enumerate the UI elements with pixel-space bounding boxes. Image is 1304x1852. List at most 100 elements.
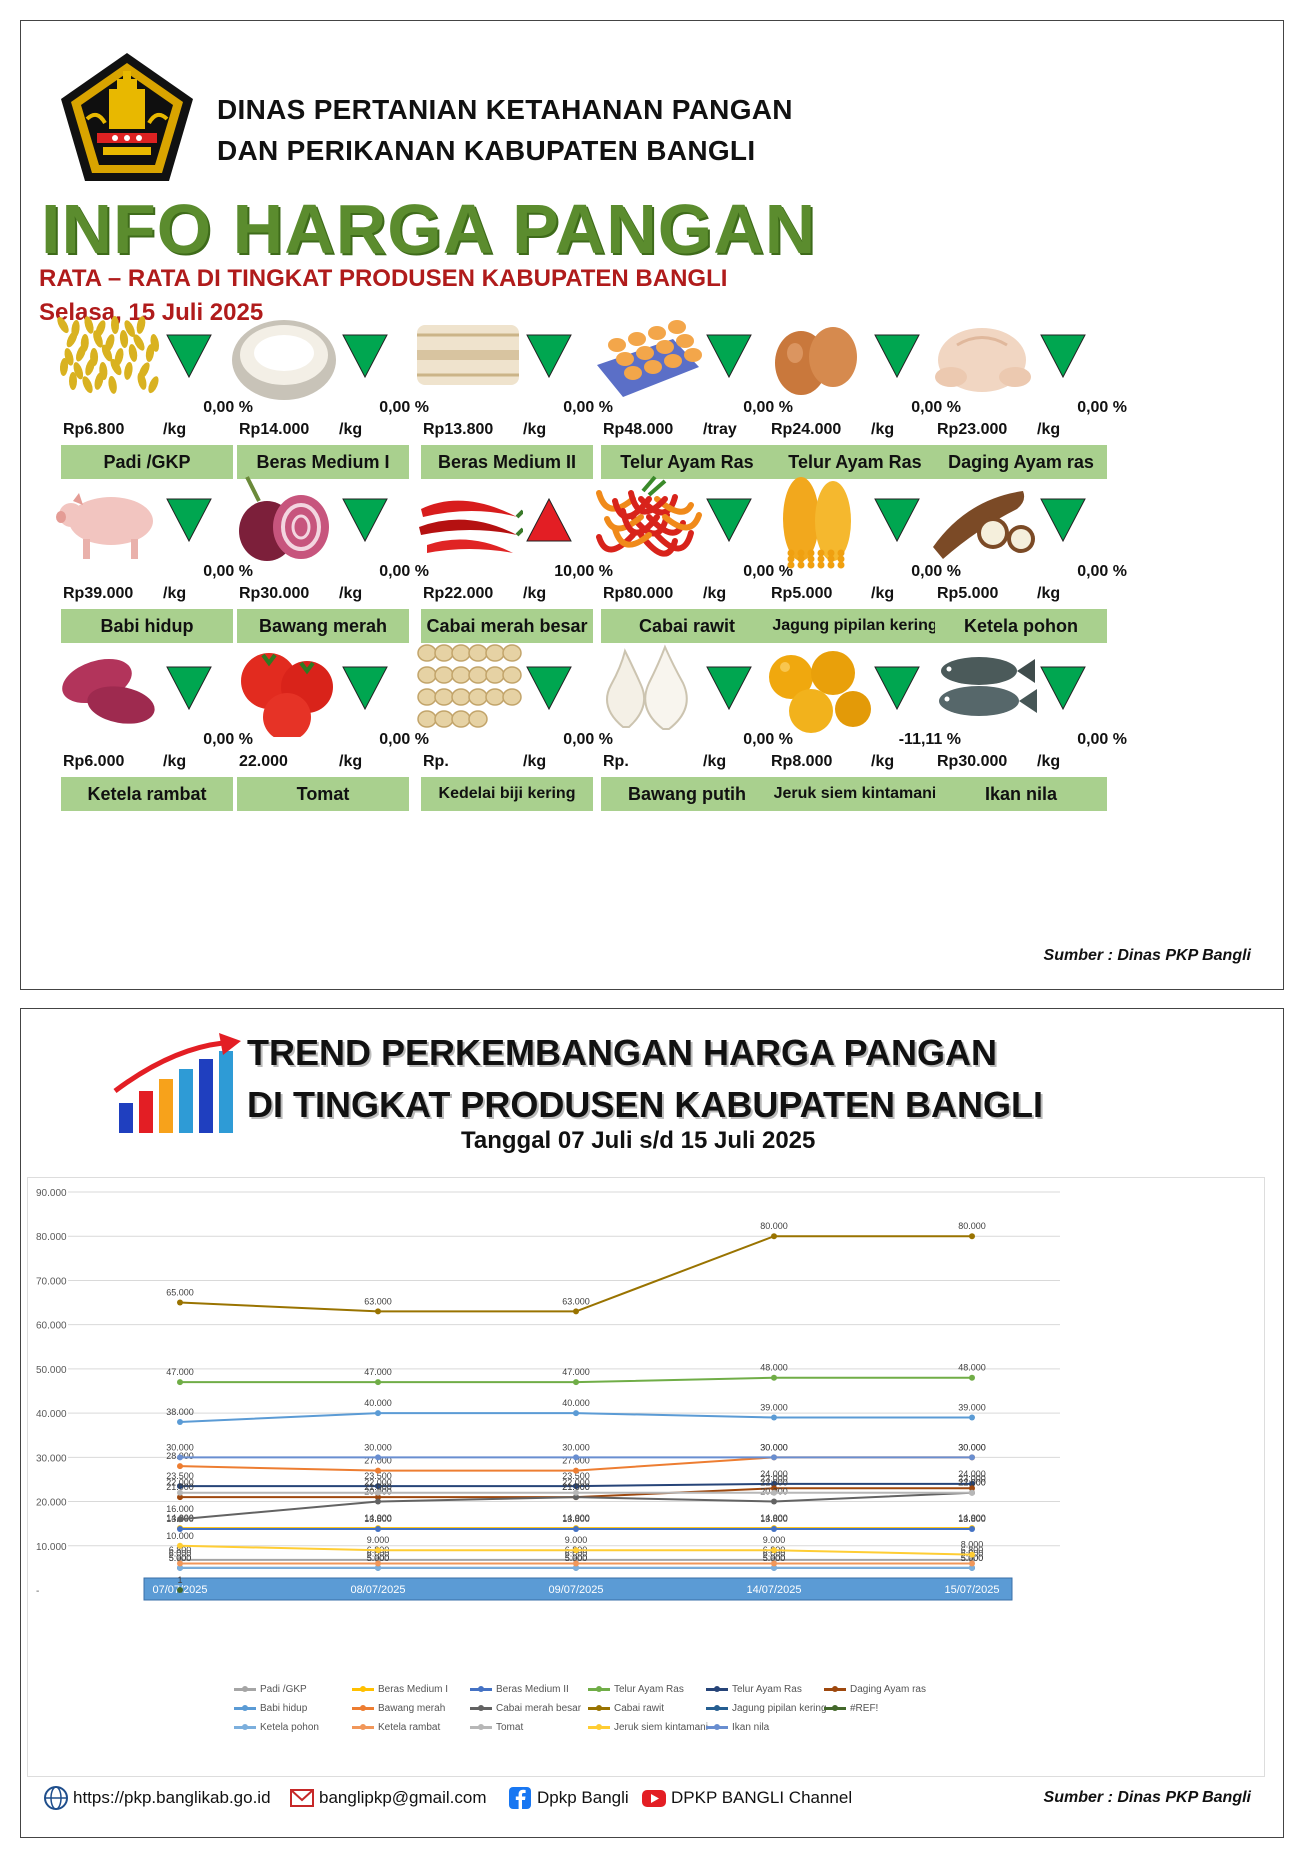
- sweet-potato-icon: [62, 658, 155, 724]
- price-unit: /kg: [523, 753, 547, 770]
- legend-item: Beras Medium I: [352, 1684, 448, 1695]
- commodity-name: Cabai merah besar: [421, 609, 593, 643]
- data-point: [771, 1233, 777, 1240]
- data-point: [177, 1483, 183, 1490]
- commodity-card: 0,00 % Rp30.000/kg Ikan nila: [927, 637, 1127, 827]
- data-point: [375, 1498, 381, 1505]
- legend-item: Jagung pipilan kering: [706, 1703, 827, 1714]
- footer-email[interactable]: banglipkp@gmail.com: [289, 1785, 487, 1811]
- data-label: 5.000: [169, 1553, 192, 1563]
- legend-item: Tomat: [470, 1722, 523, 1733]
- price-value: Rp48.000: [603, 421, 674, 438]
- price-change-percent: 0,00 %: [1077, 399, 1127, 416]
- legend-item: Bawang merah: [352, 1703, 445, 1714]
- price-value: Rp80.000: [603, 585, 674, 602]
- down-triangle-icon: [874, 334, 920, 379]
- data-point: [375, 1547, 381, 1554]
- legend-item: Ikan nila: [706, 1722, 769, 1733]
- data-point: [375, 1489, 381, 1496]
- data-label: 40.000: [562, 1398, 590, 1408]
- legend-item: Padi /GKP: [234, 1684, 307, 1695]
- down-triangle-icon: [342, 334, 388, 379]
- legend-label: Ketela pohon: [260, 1722, 319, 1733]
- data-label: 5.000: [565, 1553, 588, 1563]
- data-point: [969, 1564, 975, 1571]
- data-label: 6.000: [763, 1548, 786, 1558]
- legend-label: Beras Medium II: [496, 1684, 569, 1695]
- commodity-name: Ketela rambat: [61, 777, 233, 811]
- commodity-name: Tomat: [237, 777, 409, 811]
- price-change-percent: 0,00 %: [911, 399, 961, 416]
- legend-item: Daging Ayam ras: [824, 1684, 926, 1695]
- data-point: [573, 1494, 579, 1501]
- price-unit: /kg: [523, 585, 547, 602]
- data-point: [375, 1494, 381, 1501]
- data-label: 13.800: [562, 1514, 590, 1524]
- data-label: 30.000: [760, 1442, 788, 1452]
- commodity-card: 0,00 % Rp23.000/kg Daging Ayam ras: [927, 305, 1127, 495]
- down-triangle-icon: [1040, 334, 1086, 379]
- data-point: [177, 1542, 183, 1549]
- data-label: 27.000: [562, 1456, 590, 1466]
- rice-grain-icon: [57, 316, 160, 394]
- org-line-1: DINAS PERTANIAN KETAHANAN PANGAN: [217, 94, 793, 125]
- data-label: 30.000: [562, 1442, 590, 1452]
- data-point: [573, 1379, 579, 1386]
- down-triangle-icon: [342, 498, 388, 543]
- data-label: 6.800: [961, 1545, 984, 1555]
- website-link[interactable]: https://pkp.banglikab.go.id: [73, 1788, 271, 1807]
- price-value: Rp14.000: [239, 421, 310, 438]
- legend-label: Daging Ayam ras: [850, 1684, 926, 1695]
- up-triangle-icon: [526, 497, 572, 542]
- data-label: 13.800: [760, 1514, 788, 1524]
- data-point: [573, 1560, 579, 1567]
- youtube-link[interactable]: DPKP BANGLI Channel: [671, 1788, 853, 1807]
- price-unit: /kg: [523, 421, 547, 438]
- legend-swatch: [352, 1724, 374, 1730]
- data-label: 14.000: [562, 1513, 590, 1523]
- data-label: 63.000: [562, 1296, 590, 1306]
- data-label: 1: [177, 1575, 182, 1585]
- data-point: [177, 1463, 183, 1470]
- data-label: 13.800: [364, 1514, 392, 1524]
- legend-swatch: [706, 1705, 728, 1711]
- down-triangle-icon: [342, 666, 388, 711]
- price-unit: /kg: [339, 421, 363, 438]
- footer-website[interactable]: https://pkp.banglikab.go.id: [43, 1785, 271, 1811]
- price-change-percent: 0,00 %: [743, 399, 793, 416]
- data-label: 63.000: [364, 1296, 392, 1306]
- price-change-percent: 0,00 %: [911, 563, 961, 580]
- data-label: 30.000: [958, 1442, 986, 1452]
- email-link[interactable]: banglipkp@gmail.com: [319, 1788, 487, 1807]
- corn-icon: [783, 477, 851, 569]
- price-unit: /kg: [1037, 753, 1061, 770]
- price-change-percent: 0,00 %: [743, 731, 793, 748]
- legend-item: Telur Ayam Ras: [588, 1684, 684, 1695]
- data-point: [573, 1564, 579, 1571]
- facebook-link[interactable]: Dpkp Bangli: [537, 1788, 629, 1807]
- data-label: 6.000: [565, 1548, 588, 1558]
- footer-facebook[interactable]: Dpkp Bangli: [507, 1785, 629, 1811]
- data-label: 24.000: [760, 1469, 788, 1479]
- data-point: [177, 1418, 183, 1425]
- data-point: [969, 1489, 975, 1496]
- data-point: [375, 1525, 381, 1532]
- data-label: 21.000: [562, 1482, 590, 1492]
- data-point: [177, 1586, 183, 1593]
- data-label: 23.500: [562, 1471, 590, 1481]
- data-point: [177, 1489, 183, 1496]
- legend-swatch: [352, 1705, 374, 1711]
- facebook-icon: [509, 1787, 531, 1809]
- legend-swatch: [470, 1705, 492, 1711]
- price-unit: /kg: [163, 585, 187, 602]
- footer-youtube[interactable]: DPKP BANGLI Channel: [641, 1785, 852, 1811]
- legend-item: #REF!: [824, 1703, 878, 1714]
- y-tick-label: 30.000: [36, 1453, 67, 1464]
- source-note: Sumber : Dinas PKP Bangli: [1043, 947, 1251, 964]
- data-label: 38.000: [166, 1407, 194, 1417]
- page-subtitle: RATA – RATA DI TINGKAT PRODUSEN KABUPATE…: [39, 265, 728, 292]
- cassava-icon: [933, 491, 1035, 559]
- commodity-card: 0,00 % Rp5.000/kg Jagung pipilan kering: [761, 469, 961, 659]
- price-change-percent: 10,00 %: [554, 563, 613, 580]
- x-tick-label: 08/07/2025: [350, 1584, 405, 1596]
